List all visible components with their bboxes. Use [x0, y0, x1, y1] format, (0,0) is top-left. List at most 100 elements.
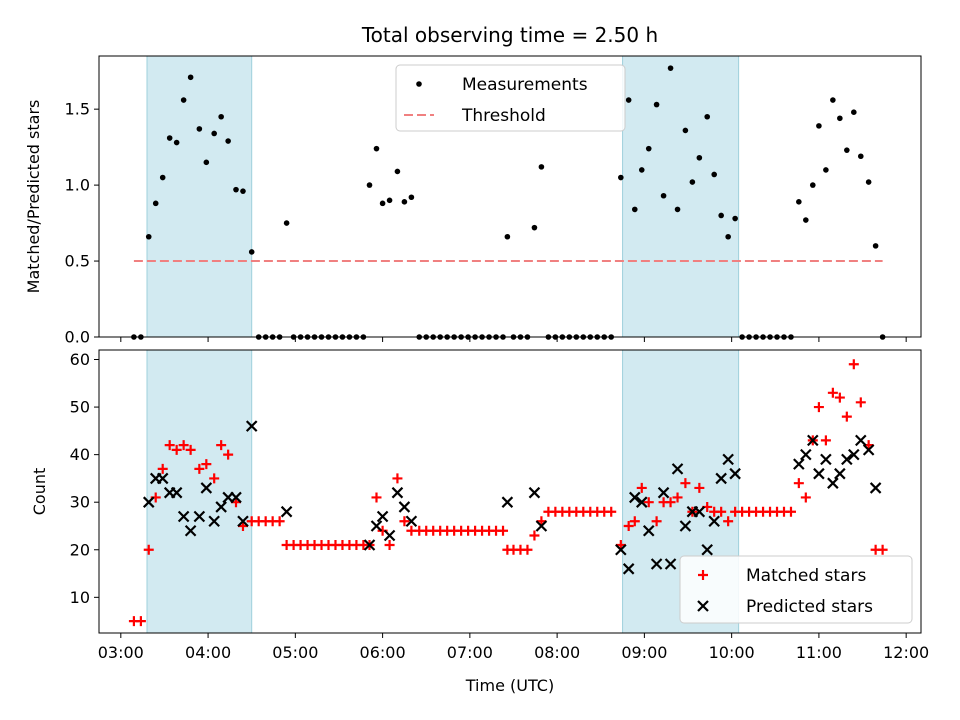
- measurement-point: [689, 179, 696, 185]
- matched-star-point: [623, 520, 634, 531]
- matched-star-point: [274, 516, 285, 527]
- matched-star-point: [813, 402, 824, 413]
- top-axes-frame: [98, 55, 922, 338]
- top-y-axis-label: Matched/Predicted stars: [24, 100, 43, 294]
- predicted-star-point: [528, 486, 541, 499]
- shaded-range: [146, 349, 253, 634]
- matched-star-point: [384, 540, 395, 551]
- predicted-star-point: [664, 558, 677, 570]
- predicted-star-point: [622, 563, 635, 575]
- measurement-point: [366, 182, 373, 188]
- matched-star-point: [785, 506, 796, 517]
- matched-star-point: [529, 530, 540, 541]
- matched-star-point: [665, 497, 676, 508]
- x-tick-label: 04:00: [185, 643, 231, 662]
- matched-star-point: [793, 478, 804, 489]
- predicted-star-point: [405, 515, 418, 528]
- y-tick-label: 20: [70, 540, 90, 559]
- matched-star-point: [223, 449, 234, 460]
- matched-star-point: [680, 478, 691, 489]
- legend-marker: [697, 600, 709, 612]
- top-panel: 0.0 0.5 1.0 1.5 Total observing time = 2.50…: [24, 23, 922, 347]
- measurement-point: [704, 113, 711, 120]
- predicted-star-point: [208, 515, 220, 528]
- predicted-star-point: [615, 543, 627, 556]
- measurement-point: [625, 97, 632, 103]
- measurement-point: [725, 233, 731, 240]
- bottom-plot-area: [128, 359, 888, 627]
- predicted-star-point: [722, 453, 734, 466]
- legend-label: Predicted stars: [746, 597, 873, 617]
- bottom-x-axis: 03:00 04:00 05:00 06:00 07:00 08:00 09:00 10:00…: [98, 633, 929, 662]
- y-tick-label: 0.0: [65, 328, 90, 347]
- predicted-star-point: [848, 448, 860, 461]
- measurement-point: [682, 127, 689, 134]
- measurement-point: [667, 65, 674, 71]
- matched-star-point: [164, 440, 175, 451]
- predicted-star-point: [813, 467, 825, 480]
- matched-star-point: [841, 411, 852, 422]
- predicted-star-point: [363, 539, 376, 551]
- measurement-point: [696, 154, 703, 161]
- bottom-axes-frame: [98, 349, 922, 634]
- x-tick-label: 08:00: [534, 643, 580, 662]
- x-tick-label: 09:00: [621, 643, 667, 662]
- legend-frame: [679, 555, 913, 624]
- predicted-star-point: [862, 444, 875, 456]
- measurement-point: [408, 194, 415, 201]
- measurement-point: [283, 220, 290, 226]
- y-tick-label: 30: [70, 493, 90, 512]
- measurement-point: [386, 197, 393, 204]
- y-tick-label: 10: [70, 588, 90, 607]
- measurement-point: [645, 145, 652, 152]
- bottom-y-axis-label: Count: [30, 468, 49, 516]
- matched-star-point: [399, 516, 410, 527]
- matched-star-point: [636, 482, 647, 493]
- matched-star-point: [606, 506, 617, 517]
- predicted-star-point: [841, 453, 853, 466]
- measurement-point: [823, 167, 829, 173]
- predicted-star-point: [398, 501, 411, 513]
- matched-star-point: [834, 392, 845, 403]
- top-plot-area: [131, 65, 886, 340]
- predicted-star-point: [535, 520, 548, 532]
- measurement-point: [718, 212, 724, 219]
- legend-label: Threshold: [461, 106, 546, 126]
- bottom-x-axis-label: Time (UTC): [465, 676, 554, 695]
- measurement-point: [660, 192, 667, 199]
- predicted-star-point: [376, 510, 389, 523]
- predicted-star-point: [635, 496, 648, 508]
- measurement-point: [401, 199, 408, 205]
- top-chart-title: Total observing time = 2.50 h: [361, 23, 658, 47]
- measurement-point: [187, 74, 194, 81]
- x-tick-label: 06:00: [360, 643, 406, 662]
- measurement-point: [248, 249, 255, 255]
- matched-star-point: [522, 544, 533, 555]
- measurement-point: [538, 164, 545, 170]
- x-tick-label: 10:00: [709, 643, 755, 662]
- predicted-star-point: [715, 472, 727, 485]
- predicted-star-point: [834, 467, 846, 480]
- matched-star-point: [143, 544, 154, 555]
- predicted-star-point: [642, 524, 655, 537]
- bottom-y-axis: 10 20 30 40 50 60: [70, 350, 99, 607]
- measurement-point: [796, 199, 802, 205]
- measurement-point: [373, 145, 380, 152]
- matched-star-point: [672, 492, 683, 503]
- matched-star-point: [171, 444, 182, 455]
- matched-star-point: [157, 463, 168, 474]
- predicted-star-point: [170, 486, 183, 499]
- predicted-star-point: [501, 496, 514, 508]
- measurement-point: [872, 243, 879, 249]
- predicted-star-point: [383, 529, 396, 542]
- measurement-point: [732, 215, 738, 222]
- measurement-point: [638, 167, 645, 173]
- matched-star-point: [201, 459, 212, 470]
- top-shaded-ranges: [146, 55, 740, 338]
- measurement-point: [851, 109, 857, 115]
- measurement-point: [830, 97, 836, 103]
- measurement-point: [631, 206, 638, 213]
- predicted-star-point: [177, 510, 190, 523]
- measurement-point: [844, 147, 850, 153]
